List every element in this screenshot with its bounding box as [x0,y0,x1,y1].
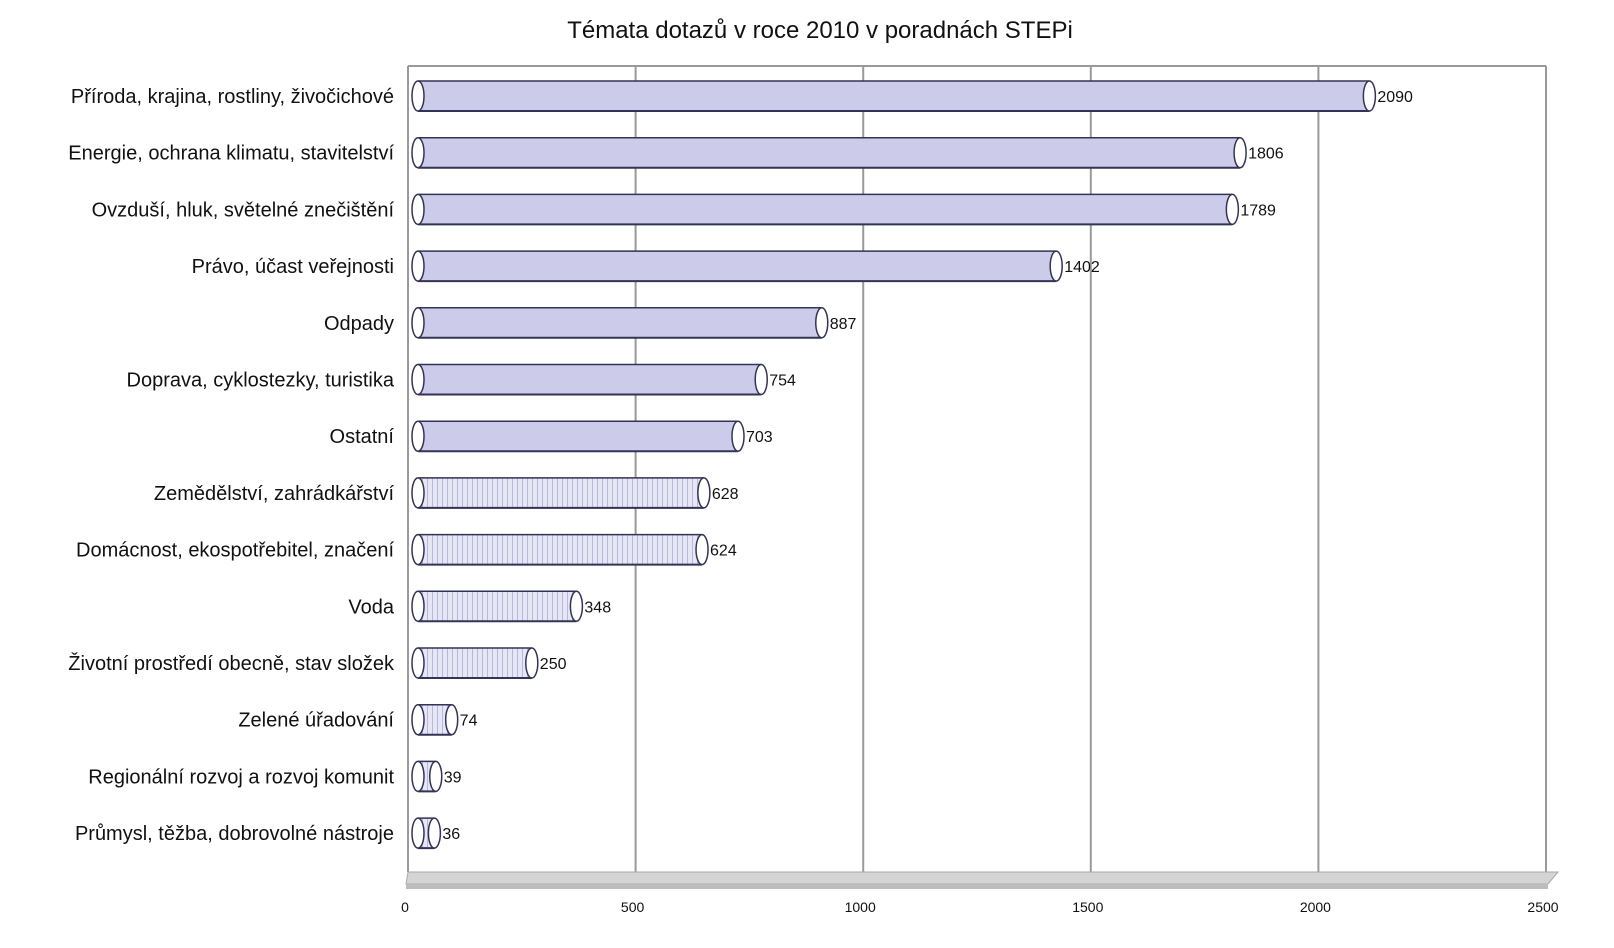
category-label: Životní prostředí obecně, stav složek [68,652,395,675]
bar-base-cap [411,80,425,112]
x-tick-label: 2500 [1527,899,1558,915]
bar-2 [411,136,1247,169]
bar-base-cap [411,817,425,849]
axis-floor-edge [406,884,1548,889]
bar-body [418,364,762,395]
x-tick-label: 1000 [845,899,876,915]
value-label: 628 [712,486,739,503]
bar-7 [411,420,745,453]
bar-body [418,81,1370,111]
category-label: Právo, účast veřejnosti [192,256,394,278]
x-tick-label: 0 [401,899,409,915]
value-label: 36 [442,826,460,843]
bar-6 [411,363,768,396]
category-label: Příroda, krajina, rostliny, živočichové [71,86,394,108]
bar-base-cap [411,477,425,509]
bar-end-cap [695,533,709,566]
value-label: 39 [444,769,462,786]
x-tick-label: 500 [621,899,645,915]
bar-body [418,477,704,508]
bar-end-cap [569,590,584,623]
bar-body [418,307,822,338]
bar-base-cap [411,307,425,339]
bar-11 [411,647,539,679]
bar-3 [411,193,1240,226]
category-label: Regionální rozvoj a rozvoj komunit [88,766,394,788]
bar-9 [411,533,709,566]
axis-floor-slab [405,871,1560,885]
category-label: Doprava, cyklostezky, turistika [127,370,395,392]
bar-base-cap [411,760,425,793]
bar-base-cap [411,590,425,623]
x-tick-label: 2000 [1300,899,1331,915]
bar-base-cap [411,647,425,679]
bar-10 [411,590,584,623]
category-label: Domácnost, ekospotřebitel, značení [76,540,394,562]
value-label: 754 [769,373,796,390]
bar-5 [411,307,829,339]
bar-end-cap [1225,193,1240,226]
bar-body [418,591,577,622]
bar-13 [411,760,443,793]
category-label: Průmysl, těžba, dobrovolné nástroje [75,823,394,845]
bar-end-cap [731,420,745,452]
value-label: 1789 [1240,202,1276,219]
axis-floor [405,871,1560,889]
value-labels: 2090 1806 1789 1402 887 754 703 628 624 348 250 74 3… [442,89,1413,843]
category-label: Ovzduší, hluk, světelné znečištění [92,199,395,221]
bar-base-cap [411,363,425,396]
x-tick-label: 1500 [1072,899,1103,915]
bar-14 [411,817,442,850]
chart-title: Témata dotazů v roce 2010 v poradnách ST… [567,17,1073,44]
bar-end-cap [815,307,829,339]
value-label: 703 [746,429,773,446]
category-label: Ostatní [330,426,395,448]
bar-end-cap [427,817,442,849]
bar-end-cap [429,760,443,793]
bar-body [418,648,532,678]
bars-layer [411,80,1377,850]
bar-base-cap [411,420,425,452]
bar-4 [411,250,1063,283]
value-label: 1806 [1248,146,1284,163]
category-labels: Příroda, krajina, rostliny, živočichové E… [68,86,395,845]
bar-body [418,421,739,452]
grid-layer [407,65,1547,872]
category-label: Odpady [324,313,394,335]
value-label: 887 [830,316,857,333]
x-axis-ticks: 0 500 1000 1500 2000 2500 [401,899,1559,915]
bar-end-cap [697,477,711,509]
bar-end-cap [525,647,539,679]
bar-body [418,251,1057,282]
bar-base-cap [411,136,425,169]
category-label: Zemědělství, zahrádkářství [154,483,395,505]
bar-end-cap [1233,136,1247,169]
bar-base-cap [411,703,425,736]
bar-base-cap [411,533,425,566]
bar-end-cap [444,703,459,736]
bar-body [418,137,1241,168]
bar-end-cap [1049,250,1063,282]
value-label: 624 [710,543,737,560]
category-label: Voda [348,596,394,618]
bar-end-cap [1362,80,1377,112]
bar-12 [411,703,459,736]
value-label: 250 [540,656,567,673]
bar-body [418,534,703,565]
bar-1 [411,80,1377,112]
category-label: Energie, ochrana klimatu, stavitelství [68,143,394,165]
value-label: 2090 [1377,89,1413,106]
value-label: 348 [584,599,611,616]
value-label: 1402 [1064,259,1100,276]
value-label: 74 [460,713,478,730]
bar-body [418,194,1233,225]
category-label: Zelené úřadování [238,710,394,732]
bar-base-cap [411,250,425,282]
bar-base-cap [411,193,425,226]
bar-8 [411,477,711,509]
bar-end-cap [754,363,768,396]
